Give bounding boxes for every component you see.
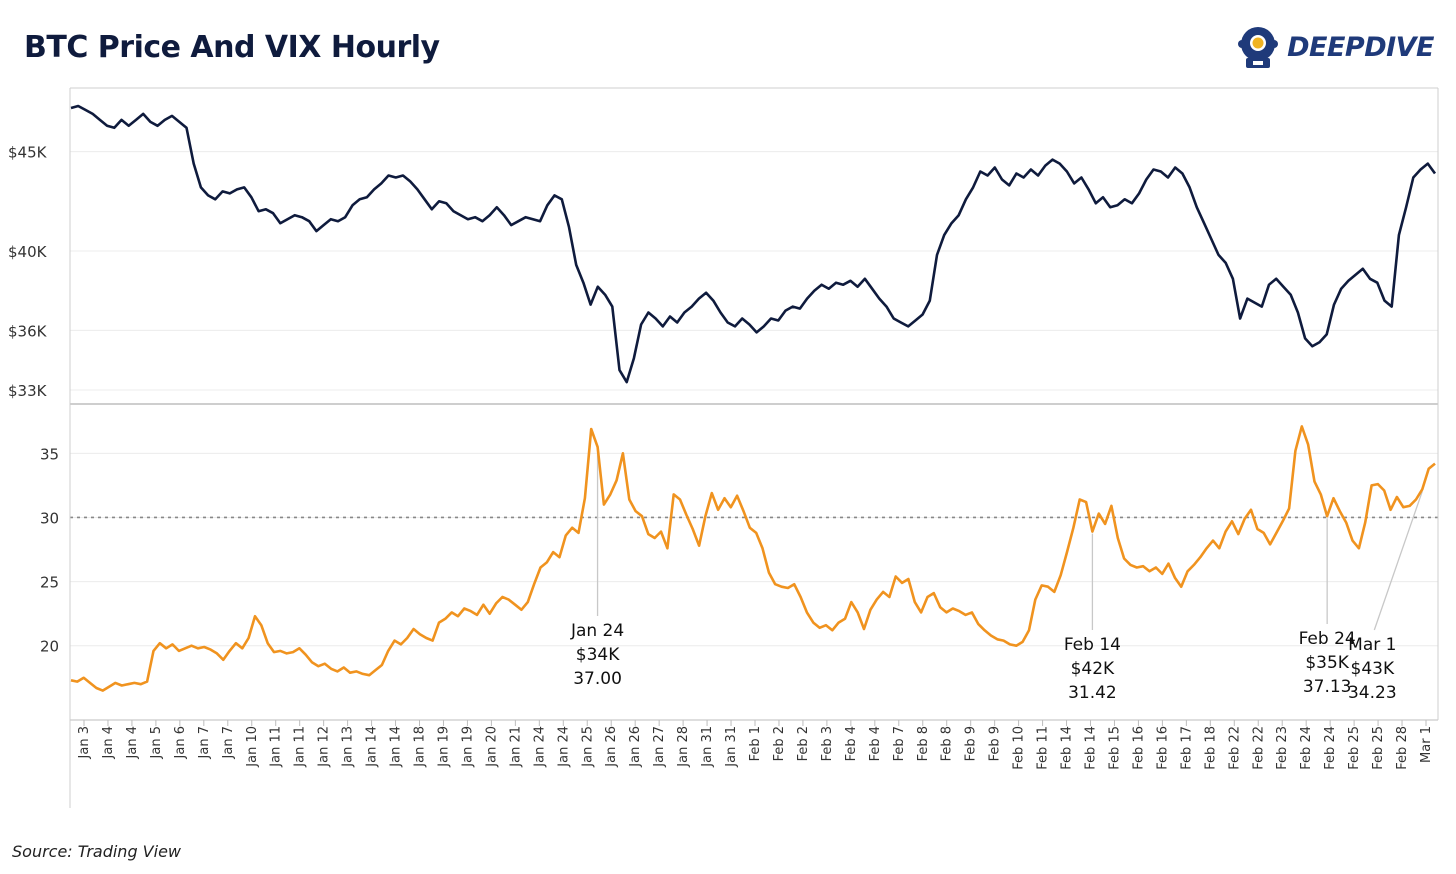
- x-tick-54: Feb 25: [1371, 726, 1386, 770]
- annotations: Jan 24 $34K 37.00 Feb 14 $42K 31.42 Feb 24 $35K…: [570, 621, 1397, 703]
- x-tick-55: Feb 28: [1395, 726, 1410, 770]
- x-tick-0: Jan 3: [77, 726, 92, 759]
- annotation-0-line-2: 37.00: [573, 669, 622, 689]
- source-note: Source: Trading View: [12, 842, 181, 861]
- logo-text: DEEPDIVE: [1287, 31, 1434, 63]
- x-tick-18: Jan 21: [508, 726, 523, 768]
- x-tick-5: Jan 7: [197, 726, 212, 759]
- btc-y-tick-2: $36K: [8, 322, 48, 340]
- annotation-3-line-0: Mar 1: [1348, 635, 1396, 655]
- annotation-2-line-0: Feb 24: [1299, 629, 1356, 649]
- btc-y-axis: $45K $40K $36K $33K: [8, 144, 48, 400]
- x-axis: Jan 3 Jan 4 Jan 4 Jan 5 Jan 6 Jan 7 Jan 7 Jan 1…: [77, 720, 1434, 770]
- x-tick-14: Jan 18: [413, 726, 428, 768]
- vix-panel: [70, 425, 1436, 692]
- x-tick-26: Jan 31: [700, 726, 715, 768]
- vix-y-axis: 35 30 25 20: [40, 445, 59, 655]
- annotation-2-line-2: 37.13: [1303, 677, 1352, 697]
- x-tick-4: Jan 6: [173, 726, 188, 759]
- x-tick-37: Feb 9: [964, 726, 979, 761]
- x-tick-15: Jan 19: [436, 726, 451, 768]
- annotation-leaders: [596, 448, 1423, 631]
- x-tick-35: Feb 8: [916, 726, 931, 761]
- annotation-0-line-1: $34K: [576, 645, 620, 665]
- x-tick-48: Feb 22: [1227, 726, 1242, 770]
- x-tick-42: Feb 14: [1084, 726, 1099, 770]
- x-tick-6: Jan 7: [221, 726, 236, 759]
- x-tick-38: Feb 9: [988, 726, 1003, 761]
- x-tick-1: Jan 4: [101, 726, 116, 759]
- x-tick-43: Feb 15: [1107, 726, 1122, 770]
- annotation-0-line-0: Jan 24: [570, 621, 624, 641]
- diver-helmet-icon: [1238, 27, 1279, 68]
- x-tick-32: Feb 4: [844, 726, 859, 761]
- x-tick-7: Jan 10: [245, 726, 260, 768]
- vix-line: [70, 425, 1436, 692]
- x-tick-9: Jan 11: [293, 726, 308, 768]
- x-tick-22: Jan 26: [604, 726, 619, 768]
- btc-y-tick-1: $40K: [8, 243, 48, 261]
- x-tick-13: Jan 14: [389, 726, 404, 768]
- deepdive-logo: DEEPDIVE: [1237, 24, 1434, 70]
- vix-y-tick-3: 20: [40, 638, 59, 656]
- x-tick-24: Jan 27: [652, 726, 667, 768]
- annotation-2-line-1: $35K: [1305, 653, 1349, 673]
- x-tick-39: Feb 10: [1012, 726, 1027, 770]
- x-tick-45: Feb 16: [1155, 726, 1170, 770]
- x-tick-34: Feb 7: [892, 726, 907, 761]
- x-tick-28: Feb 1: [748, 726, 763, 761]
- plot-frame: [69, 87, 1439, 808]
- x-tick-47: Feb 18: [1203, 726, 1218, 770]
- annotation-3-line-2: 34.23: [1348, 683, 1397, 703]
- btc-y-tick-3: $33K: [8, 382, 48, 400]
- x-tick-11: Jan 13: [341, 726, 356, 768]
- x-tick-3: Jan 5: [149, 726, 164, 759]
- x-tick-44: Feb 16: [1131, 726, 1146, 770]
- x-tick-10: Jan 12: [317, 726, 332, 768]
- x-tick-21: Jan 25: [580, 726, 595, 768]
- vix-y-tick-2: 25: [40, 574, 59, 592]
- x-tick-51: Feb 24: [1299, 726, 1314, 770]
- x-tick-49: Feb 22: [1251, 726, 1266, 770]
- x-tick-29: Feb 2: [772, 726, 787, 761]
- x-tick-40: Feb 11: [1036, 726, 1051, 770]
- x-tick-19: Jan 24: [532, 726, 547, 768]
- x-tick-30: Feb 2: [796, 726, 811, 761]
- vix-y-tick-1: 30: [40, 509, 59, 527]
- x-tick-50: Feb 23: [1275, 726, 1290, 770]
- x-tick-25: Jan 28: [676, 726, 691, 768]
- x-tick-36: Feb 8: [940, 726, 955, 761]
- x-tick-52: Feb 24: [1323, 726, 1338, 770]
- x-tick-20: Jan 24: [556, 726, 571, 768]
- vix-grid: [70, 452, 1438, 647]
- btc-grid: [70, 151, 1438, 391]
- x-tick-8: Jan 11: [269, 726, 284, 768]
- vix-y-tick-0: 35: [40, 445, 59, 463]
- annotation-1-line-0: Feb 14: [1064, 635, 1121, 655]
- x-tick-12: Jan 14: [365, 726, 380, 768]
- x-tick-2: Jan 4: [125, 726, 140, 759]
- btc-price-line: [70, 104, 1437, 384]
- annotation-1-line-2: 31.42: [1068, 683, 1117, 703]
- x-tick-53: Feb 25: [1347, 726, 1362, 770]
- x-tick-56: Mar 1: [1419, 726, 1434, 763]
- x-tick-33: Feb 4: [868, 726, 883, 761]
- x-tick-23: Jan 26: [628, 726, 643, 768]
- chart-title: BTC Price And VIX Hourly: [24, 30, 440, 65]
- x-tick-16: Jan 19: [460, 726, 475, 768]
- x-tick-27: Jan 31: [724, 726, 739, 768]
- x-tick-31: Feb 3: [820, 726, 835, 761]
- x-tick-17: Jan 20: [484, 726, 499, 768]
- annotation-3-line-1: $43K: [1351, 659, 1395, 679]
- annotation-leader-3: [1373, 491, 1423, 631]
- annotation-1-line-1: $42K: [1071, 659, 1115, 679]
- x-tick-46: Feb 17: [1179, 726, 1194, 770]
- x-tick-41: Feb 14: [1060, 726, 1075, 770]
- btc-y-tick-0: $45K: [8, 144, 48, 162]
- btc-price-panel: [70, 104, 1437, 384]
